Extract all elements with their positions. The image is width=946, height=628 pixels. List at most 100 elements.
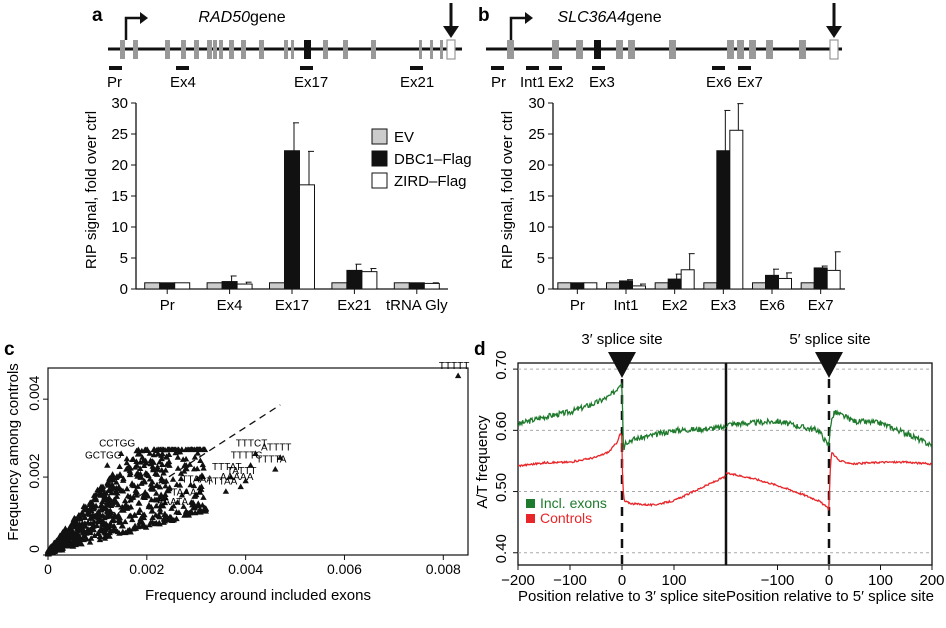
x-tick-label: 0.006 (327, 561, 362, 577)
bar (174, 282, 191, 290)
y-tick-label: 0.40 (493, 534, 510, 563)
segment-label: Ex7 (737, 74, 763, 91)
scatter-point (454, 372, 462, 379)
panel-a-bar-chart: RIP signal, fold over ctrl 0 5 10 15 20 25 30 P… (83, 95, 472, 314)
point-label: AAAAA (220, 472, 254, 483)
segment-label: Pr (491, 74, 506, 91)
x-tick-label: 0 (825, 572, 833, 589)
point-label: TTTAT (212, 462, 242, 473)
point-label: ATTTT (261, 443, 291, 454)
scatter-point (252, 450, 259, 457)
panel-b-gene-structure (486, 3, 842, 70)
bar (284, 150, 300, 290)
bar (667, 278, 682, 290)
polya-arrow-icon (443, 26, 459, 38)
segment-label: Ex2 (548, 74, 574, 91)
x-axis-label: Frequency around included exons (145, 587, 371, 604)
series-line (517, 381, 727, 451)
bar (752, 282, 766, 290)
x-tick-label: Ex3 (710, 297, 736, 314)
plot-frame (47, 367, 469, 556)
x-tick-label: Pr (570, 297, 585, 314)
panel-a-gene-suffix: gene (250, 9, 286, 26)
segment-label: Ex21 (400, 74, 434, 91)
bar (557, 282, 572, 290)
point-label: TAAAA (171, 487, 203, 498)
bar (654, 282, 669, 290)
bar (826, 269, 841, 290)
panel-b: b SLC36A4 gene (478, 3, 845, 314)
y-tick-label: 0.002 (26, 453, 42, 488)
y-axis-label: RIP signal, fold over ctrl (499, 111, 516, 269)
panel-a: a RAD50 gene (83, 3, 472, 314)
panel-d: d 3′ splice site 5′ splice site A/T freq… (474, 331, 945, 605)
x-tick-label: tRNA Gly (386, 297, 448, 314)
splice-site-marker-icon (815, 352, 843, 378)
bar (423, 282, 440, 290)
series-line (726, 409, 933, 448)
point-label: TTTAA (206, 476, 237, 487)
scatter-point (173, 508, 180, 515)
point-label: TTTTT (439, 361, 470, 372)
bar (765, 274, 779, 290)
bar (408, 282, 425, 290)
y-tick-label: 5 (120, 250, 128, 267)
bar (813, 267, 828, 290)
bar (606, 282, 620, 290)
x-tick-label: Ex6 (759, 297, 785, 314)
y-tick-label: 20 (111, 157, 128, 174)
scatter-point (227, 473, 235, 480)
bar (299, 184, 315, 290)
x-tick-label: Ex7 (808, 297, 834, 314)
point-label: CCTGG (99, 439, 135, 450)
segment-label: Ex17 (294, 74, 328, 91)
bar (729, 129, 744, 290)
scatter-point (197, 486, 205, 492)
splice-site-marker-icon (608, 352, 636, 378)
scatter-point (104, 462, 111, 468)
legend-label: EV (394, 129, 414, 146)
legend-label: ZIRD–Flag (394, 173, 467, 190)
bar (393, 282, 410, 290)
arrowhead-icon (140, 12, 148, 24)
segment-label: Ex4 (170, 74, 196, 91)
bar (619, 280, 633, 290)
bar (361, 271, 378, 290)
scatter-point (222, 488, 230, 494)
x-tick-label: 100 (868, 572, 893, 589)
y-axis-label: A/T frequency (474, 415, 491, 509)
y-tick-label: 0 (537, 281, 545, 298)
three-prime-site-label: 3′ splice site (581, 331, 662, 348)
bar (703, 282, 718, 290)
panel-a-gene-name: RAD50 (198, 9, 250, 26)
series-line (725, 452, 932, 511)
segment-label: Ex3 (589, 74, 615, 91)
x-tick-label: 0.008 (426, 561, 461, 577)
y-tick-label: 25 (111, 126, 128, 143)
legend-swatch (526, 514, 535, 523)
x-axis-label-right: Position relative to 5′ splice site (726, 588, 934, 605)
panel-a-gene-structure (108, 3, 462, 70)
x-tick-label: 0 (618, 572, 626, 589)
x-tick-label: 0.004 (228, 561, 263, 577)
y-tick-label: 15 (528, 188, 545, 205)
scatter-point (247, 462, 254, 468)
y-tick-label: 0.70 (493, 351, 510, 380)
y-tick-label: 30 (528, 95, 545, 112)
y-tick-label: 30 (111, 95, 128, 112)
bar (632, 285, 646, 290)
y-tick-label: 25 (528, 126, 545, 143)
tss-arrow-icon (124, 16, 140, 40)
scatter-point (188, 499, 195, 505)
y-tick-label: 0 (26, 545, 42, 553)
x-tick-label: Ex4 (217, 297, 243, 314)
panel-c-scatter-plot: Frequency among controls Frequency aroun… (5, 361, 469, 604)
legend-swatch (526, 499, 535, 508)
scatter-point (277, 454, 284, 460)
bar (331, 282, 348, 290)
bar (800, 282, 815, 290)
legend-label: Incl. exons (540, 495, 607, 511)
segment-label: Int1 (520, 74, 545, 91)
y-tick-label: 15 (111, 188, 128, 205)
scatter-point (272, 465, 279, 472)
